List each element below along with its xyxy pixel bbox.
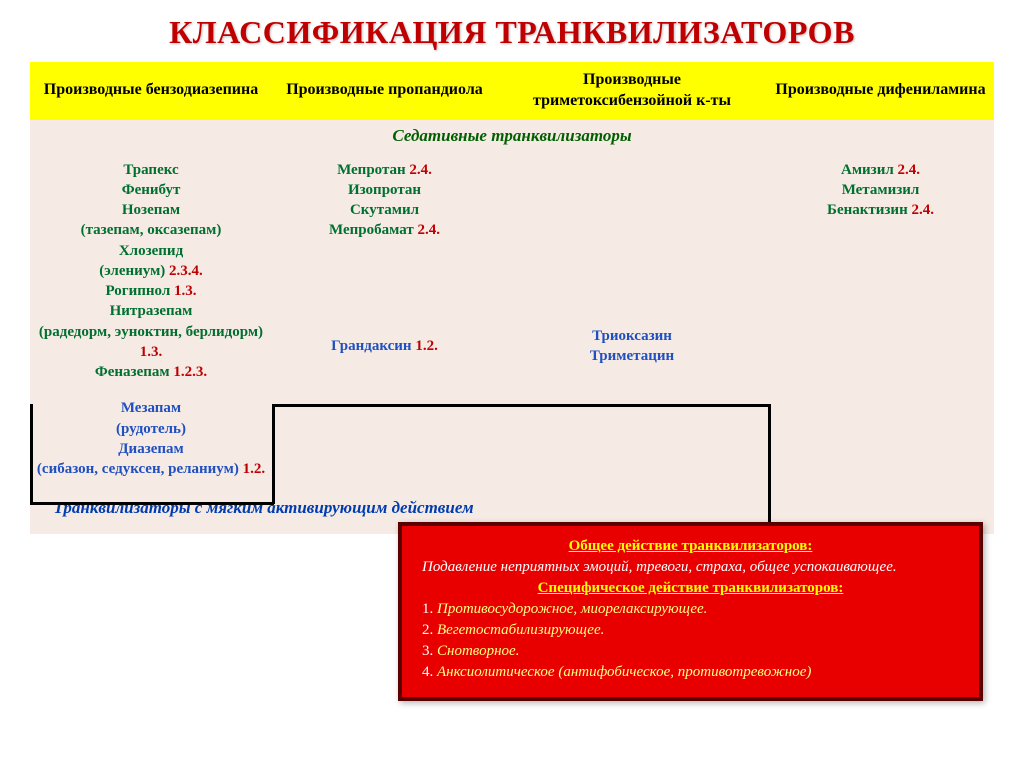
step-divider-seg — [30, 502, 274, 505]
cell-mezapam: Мезапам (рудотель) Диазепам (сибазон, се… — [30, 390, 272, 487]
subheader-sedative: Седативные транквилизаторы — [30, 120, 994, 152]
cell-grandaksin: Грандаксин 1.2. — [272, 302, 497, 390]
step-divider-seg — [272, 404, 770, 407]
general-action-title: Общее действие транквилизаторов: — [416, 536, 965, 557]
table-header-row: Производные бензодиазепина Производные п… — [30, 62, 994, 120]
col-header-diphenylamine: Производные дифениламина — [767, 62, 994, 120]
cell-trimethoxy-empty — [497, 152, 767, 303]
cell-diphenylamine-list: Амизил 2.4. Метамизил Бенактизин 2.4. — [767, 152, 994, 303]
col-header-benzodiazepine: Производные бензодиазепина — [30, 62, 272, 120]
sedative-label: Седативные транквилизаторы — [30, 120, 994, 152]
page-title: КЛАССИФИКАЦИЯ ТРАНКВИЛИЗАТОРОВ — [0, 0, 1024, 57]
cell-empty-r2c3 — [767, 302, 994, 390]
cell-empty-r3c3 — [767, 390, 994, 487]
row-sedative-drugs: Трапекс Фенибут Нозепам (тазепам, оксазе… — [30, 152, 994, 303]
step-divider-seg — [768, 404, 771, 522]
specific-item: Снотворное. — [422, 641, 965, 662]
cell-propandiol-list: Мепротан 2.4. Изопротан Скутамил Мепроба… — [272, 152, 497, 303]
col-header-propandiol: Производные пропандиола — [272, 62, 497, 120]
specific-item: Вегетостабилизирующее. — [422, 620, 965, 641]
classification-table: Производные бензодиазепина Производные п… — [30, 62, 994, 534]
specific-action-list: Противосудорожное, миорелаксирующее. Вег… — [416, 599, 965, 683]
cell-benzo-list: Трапекс Фенибут Нозепам (тазепам, оксазе… — [30, 152, 272, 391]
col-header-trimethoxy: Производные триметоксибензойной к-ты — [497, 62, 767, 120]
action-box: Общее действие транквилизаторов: Подавле… — [398, 522, 983, 701]
specific-action-title: Специфическое действие транквилизаторов: — [416, 578, 965, 599]
cell-trioksazin: Триоксазин Триметацин — [497, 302, 767, 390]
specific-item: Анксиолитическое (антифобическое, против… — [422, 662, 965, 683]
general-action-text: Подавление неприятных эмоций, тревоги, с… — [416, 557, 965, 578]
step-divider-seg — [30, 404, 33, 504]
step-divider-seg — [272, 404, 275, 504]
specific-item: Противосудорожное, миорелаксирующее. — [422, 599, 965, 620]
